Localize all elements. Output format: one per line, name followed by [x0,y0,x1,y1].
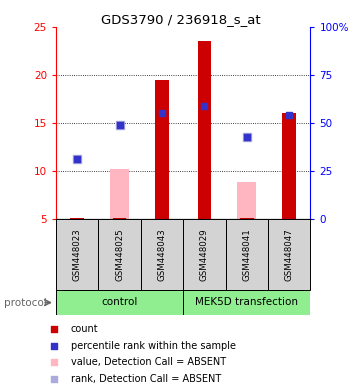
FancyBboxPatch shape [141,219,183,290]
Text: MEK5D transfection: MEK5D transfection [195,297,298,308]
Text: GSM448025: GSM448025 [115,228,124,281]
Text: GDS3790 / 236918_s_at: GDS3790 / 236918_s_at [101,13,260,26]
Bar [282,113,296,219]
FancyBboxPatch shape [183,219,226,290]
FancyBboxPatch shape [56,219,98,290]
FancyBboxPatch shape [183,290,310,315]
Text: rank, Detection Call = ABSENT: rank, Detection Call = ABSENT [71,374,221,384]
Bar [113,218,126,219]
Bar [240,218,254,219]
Text: GSM448047: GSM448047 [285,228,294,281]
FancyBboxPatch shape [98,219,141,290]
Point [51,326,57,332]
Point [117,122,122,128]
Point [244,134,250,140]
Bar [155,79,169,219]
Point [201,103,207,109]
Text: protocol: protocol [4,298,46,308]
Text: GSM448043: GSM448043 [157,228,166,281]
Text: percentile rank within the sample: percentile rank within the sample [71,341,236,351]
Point [51,343,57,349]
Point [51,376,57,382]
Point [159,110,165,116]
Point [286,112,292,118]
Text: GSM448023: GSM448023 [73,228,82,281]
FancyBboxPatch shape [226,219,268,290]
Text: count: count [71,324,98,334]
Text: value, Detection Call = ABSENT: value, Detection Call = ABSENT [71,358,226,367]
Bar [237,182,256,219]
Text: GSM448029: GSM448029 [200,228,209,281]
Text: control: control [101,297,138,308]
Text: GSM448041: GSM448041 [242,228,251,281]
Point [74,156,80,162]
FancyBboxPatch shape [56,290,183,315]
Point [51,359,57,366]
FancyBboxPatch shape [268,219,310,290]
Point [74,156,80,162]
Point [117,122,122,128]
Bar [70,218,84,219]
Bar [110,169,129,219]
Point [244,134,250,140]
Bar [197,41,211,219]
